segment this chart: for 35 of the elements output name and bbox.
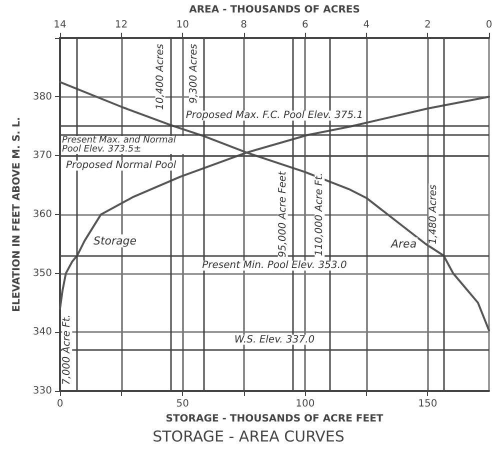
y-tick-label: 340	[32, 326, 52, 338]
x2-tick-label: 14	[54, 19, 66, 30]
x2-tick-label: 0	[486, 19, 492, 30]
ref-line-label: Present Min. Pool Elev. 353.0	[202, 260, 347, 272]
y-tick-label: 360	[32, 208, 52, 220]
ref-line-label: 1,480 Acres	[428, 184, 440, 244]
ref-line-label: 10,400 Acres	[154, 44, 166, 110]
series-label: Area	[390, 237, 417, 250]
x2-tick-label: 4	[363, 19, 370, 30]
x-tick-label: 150	[418, 398, 438, 410]
x2-tick-label: 12	[114, 19, 128, 30]
series-label: Storage	[94, 234, 137, 248]
x2-tick-label: 2	[424, 19, 431, 30]
y-tick-label: 330	[32, 386, 52, 396]
y-tick-label: 370	[32, 150, 52, 162]
x-tick-label: 0	[56, 398, 64, 410]
x-tick-label: 50	[176, 398, 189, 410]
ref-line-label: 9,300 Acres	[188, 44, 200, 104]
ref-line-label: Proposed Max. F.C. Pool Elev. 375.1	[186, 110, 364, 122]
ref-line-label: Present Max. and Normal Pool Elev. 373.5±	[62, 136, 179, 155]
y-axis-title: ELEVATION IN FEET ABOVE M. S. L.	[12, 117, 23, 312]
x2-tick-label: 6	[302, 19, 308, 30]
ref-line-label: 7,000 Acre Ft.	[62, 314, 73, 385]
x2-tick-label: 8	[240, 19, 248, 30]
x2-tick-label: 10	[176, 19, 189, 30]
y-tick-label: 350	[32, 268, 52, 279]
text: STORAGE - AREA CURVES	[152, 428, 344, 446]
ref-line-label: Proposed Normal Pool	[66, 160, 176, 172]
ref-line-label: 110,000 Acre Ft.	[314, 172, 326, 256]
x-axis-title: STORAGE - THOUSANDS OF ACRE FEET	[166, 413, 384, 424]
x2-axis-title: AREA - THOUSANDS OF ACRES	[189, 4, 360, 16]
y-tick-label: 380	[32, 91, 52, 102]
ref-line-label: W.S. Elev. 337.0	[234, 334, 315, 346]
ref-line-label: 95,000 Acre Feet	[277, 170, 288, 258]
x-tick-label: 100	[296, 398, 315, 410]
